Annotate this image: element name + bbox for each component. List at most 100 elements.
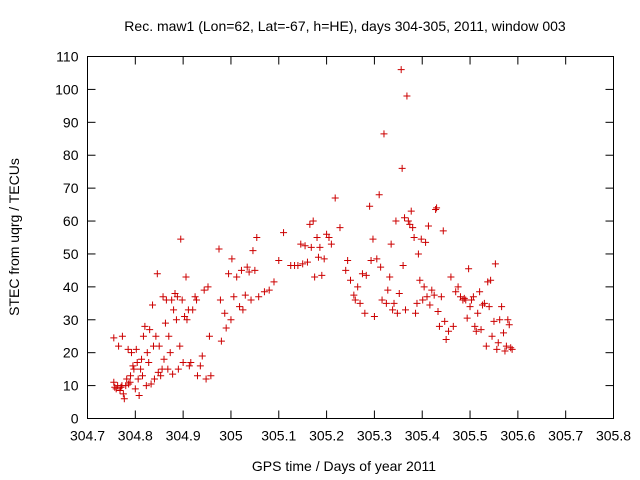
x-tick-label: 305.8: [596, 428, 631, 444]
data-point: [161, 319, 169, 327]
data-point: [142, 382, 150, 390]
data-point: [196, 362, 204, 370]
data-point: [166, 349, 174, 357]
data-point: [369, 235, 377, 243]
axis-tick-labels: 304.7 304.8 304.9 305 305.1 305.2 305.3 305.4 30…: [55, 49, 631, 444]
data-point: [426, 301, 434, 309]
data-point: [168, 296, 176, 304]
data-point: [395, 289, 403, 297]
data-point: [490, 317, 498, 325]
data-point: [131, 385, 139, 393]
data-point: [138, 372, 146, 380]
x-tick-label: 305.5: [453, 428, 488, 444]
data-point: [416, 276, 424, 284]
data-point: [410, 234, 418, 241]
data-point: [115, 342, 123, 350]
data-point: [225, 270, 233, 278]
data-point: [397, 66, 405, 74]
data-point: [472, 327, 480, 335]
data-point: [185, 362, 193, 370]
data-point: [347, 276, 354, 284]
data-point: [505, 321, 513, 329]
data-point: [153, 270, 161, 278]
data-point: [193, 296, 201, 304]
data-point: [117, 383, 125, 391]
data-point: [430, 291, 438, 299]
data-point: [504, 316, 512, 324]
data-point: [404, 217, 412, 225]
data-point: [476, 288, 484, 296]
data-point: [251, 266, 259, 274]
data-point: [118, 332, 126, 340]
data-point: [423, 293, 431, 301]
data-point: [502, 342, 510, 350]
data-point: [331, 194, 339, 202]
x-tick-label: 304.7: [70, 428, 105, 444]
data-point: [306, 220, 314, 228]
data-point: [297, 240, 305, 248]
data-point: [260, 288, 268, 296]
data-point: [124, 345, 132, 353]
data-point: [202, 375, 210, 383]
data-point: [159, 293, 167, 301]
y-tick-label: 30: [63, 312, 79, 328]
x-tick-label: 305.7: [548, 428, 583, 444]
data-point: [134, 375, 142, 383]
data-point: [189, 306, 197, 314]
data-point: [116, 387, 124, 395]
data-point: [205, 332, 213, 340]
data-point: [351, 296, 359, 304]
data-point: [501, 347, 509, 355]
data-point: [265, 286, 273, 294]
data-point: [221, 309, 229, 317]
data-point: [393, 309, 401, 317]
data-point: [403, 92, 411, 100]
data-point: [445, 327, 453, 335]
y-tick-label: 40: [63, 279, 79, 295]
data-point: [342, 266, 350, 274]
data-point: [433, 204, 441, 212]
data-point: [477, 326, 485, 334]
data-point: [216, 296, 224, 304]
data-point: [482, 342, 490, 350]
data-point: [419, 296, 427, 304]
data-point: [182, 273, 190, 281]
data-point: [172, 316, 180, 324]
data-point: [227, 316, 235, 324]
data-point: [309, 217, 317, 225]
data-point: [493, 345, 501, 353]
data-point: [420, 283, 428, 291]
data-point: [120, 395, 128, 403]
data-point: [110, 334, 118, 342]
x-axis-label: GPS time / Days of year 2011: [252, 458, 436, 474]
data-point: [147, 380, 155, 388]
data-point: [463, 314, 471, 322]
data-point: [176, 342, 184, 350]
x-tick-label: 305.6: [500, 428, 535, 444]
data-point: [127, 372, 135, 380]
data-point: [299, 260, 307, 268]
data-point: [367, 257, 375, 265]
data-point: [422, 238, 430, 246]
y-tick-label: 0: [71, 411, 79, 427]
data-point: [311, 273, 319, 281]
data-point: [496, 316, 504, 324]
data-point: [314, 253, 322, 261]
data-point: [135, 391, 143, 399]
data-point: [255, 293, 263, 301]
data-point: [241, 291, 249, 299]
data-point: [409, 224, 417, 232]
data-point: [294, 261, 302, 269]
y-tick-label: 80: [63, 147, 79, 163]
data-point: [485, 303, 493, 311]
plot-frame: [87, 56, 614, 419]
data-point: [207, 372, 215, 380]
data-point: [414, 250, 422, 258]
data-point: [401, 306, 409, 314]
data-point: [471, 322, 479, 330]
data-point: [480, 299, 488, 307]
data-point: [354, 283, 362, 291]
data-point: [270, 278, 278, 286]
data-point: [183, 316, 191, 324]
data-point: [387, 240, 395, 248]
